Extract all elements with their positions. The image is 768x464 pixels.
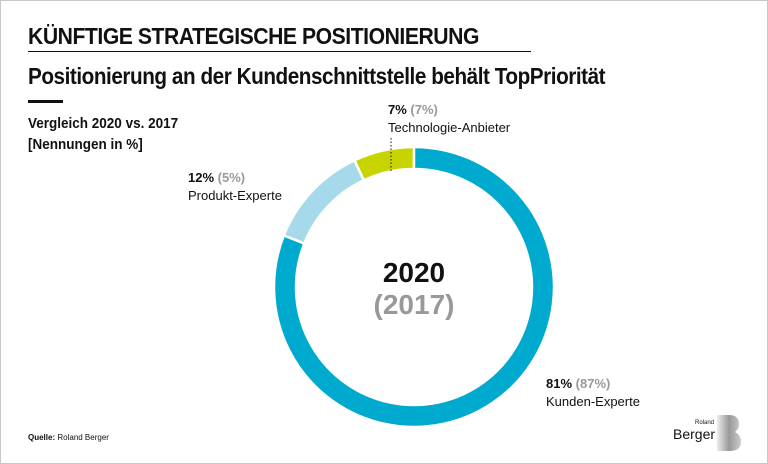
title-rule bbox=[28, 51, 531, 52]
center-label: 2020 bbox=[382, 257, 446, 288]
label-produkt: 12% (5%) Produkt-Experte bbox=[188, 169, 282, 205]
category-label: Technologie-Anbieter bbox=[388, 120, 511, 135]
chart-description: Vergleich 2020 vs. 2017 [Nennungen in %] bbox=[28, 113, 178, 155]
logo-line2: Berger bbox=[673, 426, 716, 442]
donut-segment-technologie-anbieter bbox=[352, 145, 416, 182]
category-label: Kunden-Experte bbox=[546, 394, 640, 409]
page-title: KÜNFTIGE STRATEGISCHE POSITIONIERUNG bbox=[28, 23, 479, 49]
description-line1: Vergleich 2020 vs. 2017 bbox=[28, 115, 179, 132]
logo-b-icon bbox=[717, 415, 741, 451]
value-label: 12% bbox=[188, 170, 215, 185]
prev-label: (5%) bbox=[217, 170, 246, 185]
source-note: Quelle: Roland Berger bbox=[28, 433, 109, 442]
value-label: 81% bbox=[546, 376, 573, 391]
prev-label: (7%) bbox=[410, 102, 438, 117]
donut-segment-produkt-experte bbox=[282, 158, 366, 246]
label-technologie: 7% (7%) Technologie-Anbieter bbox=[388, 101, 510, 137]
center-sublabel: (2017) bbox=[373, 289, 455, 320]
source-label: Quelle: bbox=[28, 433, 56, 442]
description-line2: [Nennungen in %] bbox=[28, 136, 143, 153]
donut-segment-kunden-experte bbox=[272, 145, 556, 429]
category-label: Produkt-Experte bbox=[188, 188, 282, 203]
value-label: 7% bbox=[388, 102, 407, 117]
source-value: Roland Berger bbox=[57, 433, 109, 442]
page-subtitle: Positionierung an der Kundenschnittstell… bbox=[28, 63, 606, 89]
accent-bar bbox=[28, 100, 63, 103]
prev-label: (87%) bbox=[575, 376, 611, 391]
label-kunden: 81% (87%) Kunden-Experte bbox=[546, 375, 640, 411]
logo-line1: Roland bbox=[695, 420, 715, 426]
